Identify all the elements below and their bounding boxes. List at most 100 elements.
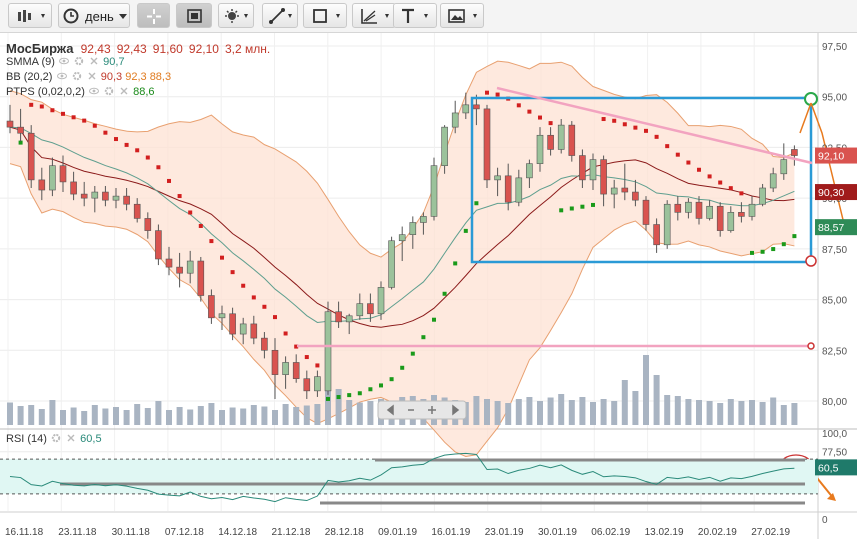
candle-body [420, 216, 427, 223]
indicators-button[interactable] [218, 3, 254, 28]
candle-body [568, 124, 576, 156]
arrow-head [827, 493, 836, 501]
candle-body [695, 201, 703, 219]
rsi-axis-label: 0 [822, 515, 828, 526]
gear-icon[interactable] [72, 71, 82, 81]
gear-icon[interactable] [74, 56, 84, 66]
candle-body [261, 337, 268, 351]
ptps-dot [463, 228, 468, 233]
date-label: 16.11.18 [5, 527, 44, 538]
bb-label: BB (20,2) [6, 71, 53, 83]
volume-bar [590, 402, 596, 425]
ptps-dot [410, 351, 415, 356]
candle-body [165, 258, 173, 268]
candle-body [547, 134, 554, 150]
volume-bar [303, 405, 310, 425]
candle-body [610, 187, 618, 195]
candle-body [218, 313, 226, 319]
date-label: 16.01.19 [431, 527, 470, 538]
volume-bar [219, 410, 225, 425]
volume-bar [187, 409, 194, 425]
volume-bar [791, 403, 798, 425]
ptps-dot [220, 255, 224, 260]
candle-body [144, 218, 152, 231]
shape-tool-button[interactable] [303, 3, 347, 28]
price-tag-label: 60,5 [818, 462, 839, 474]
candle-body [388, 240, 395, 288]
volume-bar [526, 397, 533, 425]
candle-body [155, 230, 162, 260]
candle-body [38, 179, 46, 191]
rsi-band [0, 459, 818, 494]
gear-icon[interactable] [104, 86, 114, 96]
candle-body [271, 349, 279, 375]
smma-label: SMMA (9) [6, 56, 55, 68]
volume-bar [250, 405, 257, 425]
candle-body [27, 132, 35, 181]
ptps-dot [241, 283, 246, 288]
close-icon[interactable] [66, 433, 76, 443]
volume-bar [611, 401, 618, 425]
text-tool-button[interactable] [393, 3, 437, 28]
frame-button[interactable] [176, 3, 212, 28]
eye-icon[interactable] [56, 71, 67, 81]
clock-icon [63, 8, 79, 24]
volume-bar [484, 399, 490, 425]
line-tool-button[interactable] [262, 3, 298, 28]
scroll-right-icon[interactable] [452, 404, 460, 416]
legend-ohlc: МосБиржа 92,43 92,43 91,60 92,10 3,2 млн… [6, 41, 270, 56]
candle-body [356, 303, 364, 317]
candle-body [229, 313, 236, 335]
candle-body [600, 159, 607, 195]
candle-body [526, 163, 533, 179]
close-icon[interactable] [89, 56, 99, 66]
close-icon[interactable] [119, 86, 129, 96]
eye-icon[interactable] [58, 56, 69, 66]
ptps-dot [82, 118, 87, 123]
candle-body [176, 266, 183, 274]
price-chart[interactable]: 97,5095,0092,5090,0087,5085,0082,5080,00… [0, 33, 857, 539]
ptps-label: PTPS (0,02,0,2) [6, 86, 85, 98]
volume-bar [113, 407, 119, 425]
legend-smma: SMMA (9) 90,7 [6, 56, 125, 68]
candle-body [59, 165, 67, 183]
legend-rsi: RSI (14) 60,5 [6, 433, 102, 445]
scroll-navigator[interactable] [377, 400, 467, 420]
price-axis-label: 82,50 [822, 346, 847, 357]
volume-bar [123, 410, 130, 425]
volume-bar [685, 399, 692, 425]
scroll-left-icon[interactable] [386, 404, 394, 416]
volume-bar [282, 404, 289, 425]
chart-type-button[interactable] [8, 3, 52, 28]
zoom-in-icon[interactable] [428, 406, 436, 414]
period-button[interactable]: день [58, 3, 130, 28]
ptps-dot [612, 118, 617, 123]
date-label: 06.02.19 [591, 527, 630, 538]
ptps-dot [665, 144, 670, 149]
ptps-dot [622, 122, 627, 127]
close-icon[interactable] [87, 71, 97, 81]
candle-body [536, 134, 544, 164]
candle-body [483, 108, 491, 181]
candle-body [642, 199, 650, 225]
rsi-value: 60,5 [80, 433, 102, 445]
gear-icon[interactable] [51, 433, 61, 443]
candle-body [314, 376, 321, 392]
candle-body [674, 203, 682, 213]
date-label: 30.01.19 [538, 527, 577, 538]
eye-icon[interactable] [88, 86, 99, 96]
range-box [470, 96, 813, 264]
ptps-dot [135, 148, 140, 153]
ptps-dot [145, 155, 150, 160]
crosshair-button[interactable] [137, 3, 170, 28]
ptps-dot [357, 391, 362, 396]
fib-tool-button[interactable] [352, 3, 396, 28]
volume-bar [81, 411, 88, 425]
shape-tool-icon [313, 9, 340, 23]
volume-bar [155, 401, 162, 425]
candle-body [80, 193, 88, 199]
ptps-dot [739, 191, 744, 196]
image-tool-button[interactable] [440, 3, 484, 28]
ptps-dot [718, 180, 723, 185]
volume-bar [717, 403, 724, 425]
